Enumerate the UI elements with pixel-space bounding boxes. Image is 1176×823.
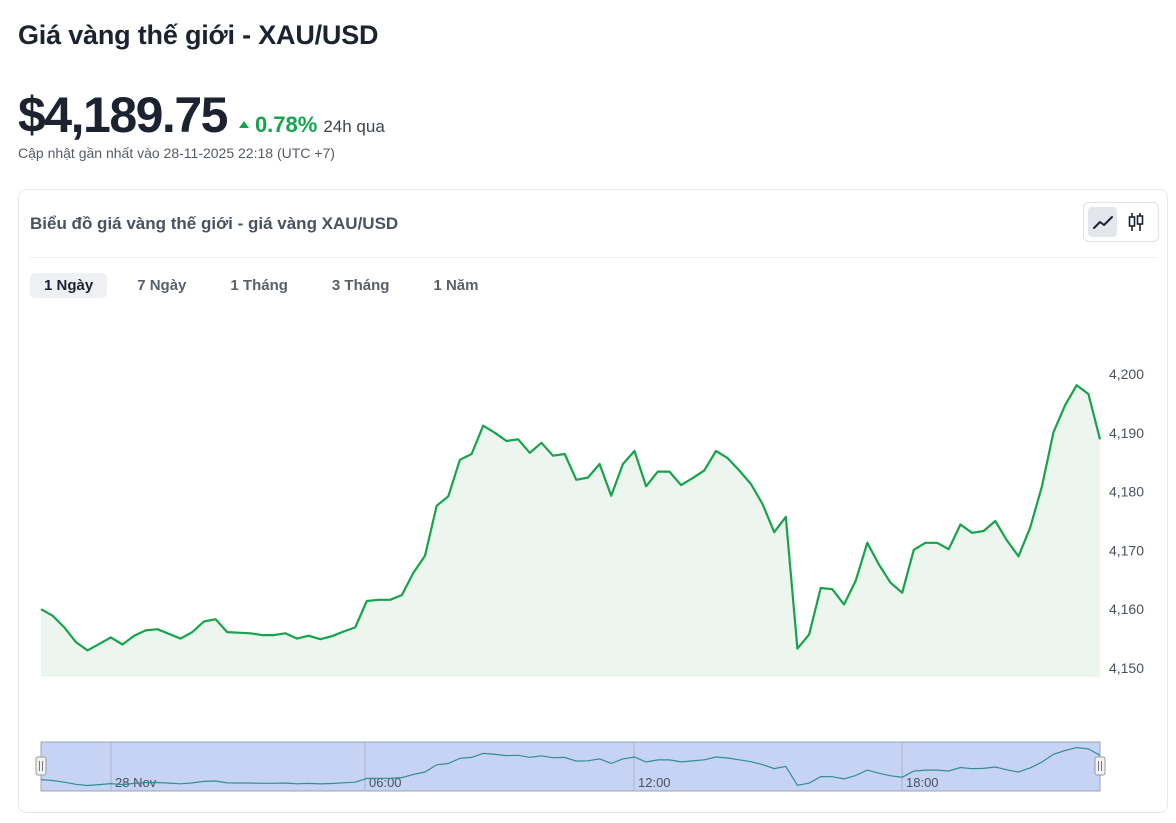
- y-tick-label: 4,200: [1109, 366, 1144, 382]
- price-row: $4,189.75 0.78% 24h qua: [18, 86, 385, 144]
- tab-1-month[interactable]: 1 Tháng: [230, 277, 288, 294]
- y-tick-label: 4,180: [1109, 484, 1144, 500]
- candlestick-chart-icon: [1128, 213, 1143, 231]
- change-percent: 0.78%: [254, 112, 318, 137]
- navigator-window: [40, 741, 1101, 792]
- tab-3-months[interactable]: 3 Tháng: [331, 277, 390, 294]
- tab-7-days[interactable]: 7 Ngày: [137, 277, 187, 294]
- navigator-left-handle[interactable]: [35, 756, 47, 776]
- navigator-time-label: 12:00: [638, 775, 671, 790]
- tab-1-day[interactable]: 1 Ngày: [30, 273, 108, 298]
- candlestick-chart-button[interactable]: [1121, 207, 1150, 237]
- navigator-time-label: 28 Nov: [115, 775, 157, 790]
- navigator-right-handle[interactable]: [1094, 756, 1106, 776]
- y-tick-label: 4,150: [1109, 660, 1144, 676]
- chart-type-toggle: [1083, 202, 1159, 242]
- price-line: [40, 384, 1102, 652]
- navigator-time-label: 18:00: [906, 775, 939, 790]
- line-chart-button[interactable]: [1088, 207, 1117, 237]
- price-change: 0.78% 24h qua: [238, 112, 385, 138]
- y-tick-label: 4,170: [1109, 542, 1144, 558]
- y-tick-label: 4,190: [1109, 425, 1144, 441]
- last-updated: Cập nhật gần nhất vào 28-11-2025 22:18 (…: [18, 145, 335, 161]
- line-chart-icon: [1092, 216, 1113, 229]
- page-title: Giá vàng thế giới - XAU/USD: [18, 20, 379, 50]
- range-tabs: 1 Ngày 7 Ngày 1 Tháng 3 Tháng 1 Năm: [30, 273, 508, 298]
- navigator-time-label: 06:00: [369, 775, 402, 790]
- up-arrow-icon: [238, 121, 249, 128]
- price-area: [41, 385, 1100, 677]
- current-price: $4,189.75: [18, 87, 228, 143]
- navigator-line: [40, 746, 1101, 787]
- tab-1-year[interactable]: 1 Năm: [433, 277, 479, 294]
- y-tick-label: 4,160: [1109, 601, 1144, 617]
- change-period: 24h qua: [323, 117, 385, 136]
- card-divider: [30, 257, 1156, 258]
- chart-title: Biểu đồ giá vàng thế giới - giá vàng XAU…: [30, 214, 399, 233]
